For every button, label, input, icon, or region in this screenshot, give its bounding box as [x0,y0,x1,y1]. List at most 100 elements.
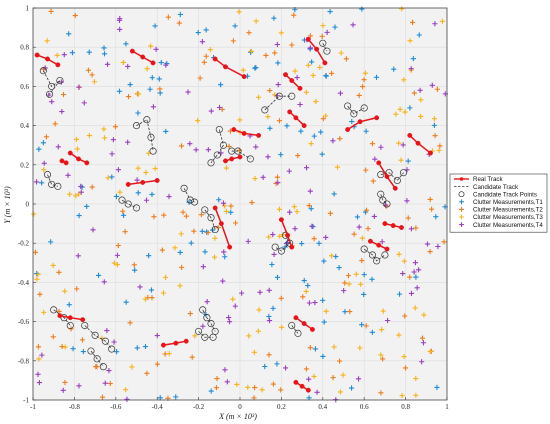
clutter-point-t1 [405,158,411,164]
clutter-point-t3 [223,208,229,215]
candidate-track-point [195,327,203,335]
clutter-point-t4 [312,299,318,306]
x-tick-label: 0.2 [277,403,286,411]
clutter-point-t2 [300,294,306,300]
real-track-layer [34,36,433,393]
clutter-point-t2 [342,280,348,286]
clutter-point-t4 [274,41,280,48]
clutter-point-t4 [220,200,227,206]
candidate-track-point [132,204,141,212]
clutter-point-t3 [407,38,413,44]
real-track-point [80,317,86,323]
clutter-point-t3 [135,165,141,171]
real-track-point [45,56,50,62]
real-track-point [415,140,421,146]
clutter-point-t1 [321,258,327,264]
clutter-point-t1 [177,249,183,256]
candidate-track [291,325,299,334]
clutter-point-t2 [306,202,312,209]
clutter-point-t3 [44,38,50,44]
clutter-point-t3 [172,245,178,251]
clutter-point-t2 [351,231,357,237]
clutter-point-t3 [35,271,41,277]
clutter-point-t2 [107,380,113,387]
clutter-point-t4 [226,319,233,325]
clutter-point-t3 [144,66,150,72]
clutter-point-t3 [129,364,135,370]
clutter-point-t4 [429,82,435,88]
clutter-point-t2 [402,313,408,319]
legend-item: Clutter Measurements,T4 [459,222,543,229]
clutter-point-t1 [308,206,314,212]
y-tick-label: -0.4 [18,279,30,287]
clutter-point-t1 [327,8,333,15]
clutter-point-t3 [431,116,438,122]
real-track-point [293,315,299,321]
clutter-point-t1 [66,302,72,308]
real-track-point [67,315,73,321]
clutter-point-t2 [226,143,232,150]
clutter-point-t1 [134,345,140,351]
clutter-point-t1 [373,74,380,80]
candidate-track-point [201,206,209,214]
y-tick-label: 0.6 [20,83,29,91]
real-track-point [287,109,293,115]
clutter-point-t4 [314,389,320,395]
clutter-point-t1 [320,353,326,360]
real-track-point [57,313,63,319]
candidate-track-point [209,333,217,341]
clutter-point-t1 [301,277,307,284]
candidate-track-point [246,155,254,163]
clutter-point-t4 [275,180,281,186]
clutter-point-t1 [142,343,149,350]
clutter-point-t1 [363,128,369,134]
clutter-point-t3 [292,68,298,74]
clutter-point-t4 [187,141,193,147]
clutter-point-t2 [251,395,257,401]
clutter-point-t1 [305,282,311,289]
candidate-track-point [207,159,215,167]
clutter-point-t3 [259,387,265,393]
clutter-point-t4 [117,16,123,22]
clutter-point-t2 [125,94,132,100]
clutter-point-t3 [120,59,127,66]
clutter-point-t4 [330,138,336,144]
candidate-track [322,43,328,52]
clutter-point-t4 [415,267,422,273]
clutter-point-t1 [199,228,205,234]
clutter-point-t3 [353,271,359,277]
clutter-point-t1 [299,240,305,247]
clutter-point-t2 [407,274,413,280]
clutter-point-t3 [317,64,323,70]
candidate-track-point [379,196,387,204]
clutter-point-t1 [369,329,375,335]
real-track-point [345,127,351,132]
clutter-point-t3 [396,332,402,338]
clutter-point-t4 [33,179,40,185]
legend-item: Clutter Measurements,T2 [459,207,543,214]
clutter-point-t1 [132,267,138,273]
clutter-point-t2 [115,242,121,249]
candidate-track-point [360,104,368,112]
clutter-point-t4 [111,339,117,345]
clutter-point-t4 [106,367,112,374]
clutter-point-t4 [166,193,172,200]
clutter-point-t3 [313,98,319,105]
clutter-point-t4 [303,165,310,171]
clutter-point-t4 [257,289,263,295]
clutter-point-t3 [266,234,272,240]
clutter-point-t2 [72,12,78,19]
clutter-point-t3 [427,348,433,355]
clutter-point-t4 [115,167,122,173]
clutter-point-t4 [408,226,414,232]
real-track-point [305,36,311,42]
clutter-point-t3 [160,290,167,296]
y-tick-label: -0.8 [18,357,30,365]
clutter-point-t3 [54,52,60,58]
candidate-track-point [190,198,199,206]
candidate-track [264,95,292,111]
clutter-point-t4 [306,376,312,382]
x-tick-label: -0.2 [193,403,205,411]
real-track-point [293,379,299,385]
y-axis-label: Y (m × 10³) [3,186,12,224]
